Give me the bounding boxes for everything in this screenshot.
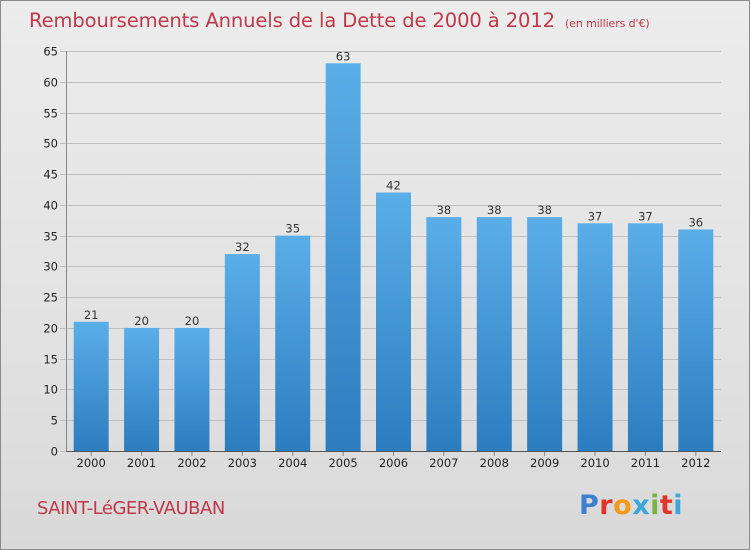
x-tick-label-2009: 2009: [530, 456, 559, 470]
bar-2004: [275, 235, 311, 451]
data-label-2004: 35: [285, 222, 300, 236]
data-label-2012: 36: [688, 215, 703, 229]
logo-letter: i: [673, 490, 684, 521]
chart-subtitle: (en milliers d'€): [564, 17, 650, 30]
data-label-2000: 21: [84, 308, 99, 322]
x-tick-label-2005: 2005: [328, 456, 357, 470]
bar-2010: [577, 223, 613, 451]
y-tick-label: 60: [43, 76, 58, 90]
proxiti-logo: Proxiti: [579, 490, 683, 521]
data-label-2009: 38: [537, 203, 552, 217]
x-tick-label-2004: 2004: [278, 456, 307, 470]
x-tick-label-2011: 2011: [631, 456, 660, 470]
logo-letter: x: [632, 490, 651, 521]
x-tick-label-2002: 2002: [177, 456, 206, 470]
x-tick-label-2006: 2006: [379, 456, 408, 470]
bar-2003: [224, 254, 260, 451]
y-tick-label: 35: [43, 230, 58, 244]
bar-2007: [426, 217, 462, 451]
data-label-2010: 37: [588, 209, 603, 223]
x-tick-label-2003: 2003: [228, 456, 257, 470]
bar-chart: 0 5 10 15 20 25 30 35 40 45 50 55 60 65 21 2000 20 2001 20…: [43, 45, 721, 470]
x-tick-label-2007: 2007: [429, 456, 458, 470]
logo-letter: i: [650, 490, 660, 521]
x-tick-label-2010: 2010: [580, 456, 609, 470]
data-label-2001: 20: [134, 314, 149, 328]
bar-2001: [124, 327, 160, 451]
x-tick-label-2008: 2008: [480, 456, 509, 470]
bar-2011: [627, 223, 663, 451]
y-tick-label: 55: [43, 107, 58, 121]
bar-2006: [376, 192, 411, 452]
bar-2000: [73, 321, 109, 451]
data-label-2008: 38: [487, 203, 502, 217]
y-tick-label: 30: [43, 260, 58, 274]
data-label-2006: 42: [386, 179, 401, 193]
logo-letter: t: [659, 490, 674, 521]
bar-2009: [527, 217, 563, 451]
y-tick-label: 15: [43, 353, 58, 367]
bar-2012: [678, 229, 714, 451]
y-tick-label: 50: [43, 137, 58, 151]
bar-2005: [325, 63, 361, 452]
y-tick-label: 5: [51, 414, 58, 428]
x-tick-label-2012: 2012: [681, 456, 710, 470]
logo-letter: P: [579, 490, 600, 521]
title-text: Remboursements Annuels de la Dette de 20…: [29, 9, 555, 32]
data-label-2003: 32: [235, 240, 250, 254]
bar-2002: [174, 327, 210, 451]
y-tick-label: 10: [43, 383, 58, 397]
data-label-2005: 63: [336, 49, 351, 63]
y-tick-label: 45: [43, 168, 58, 182]
y-tick-label: 20: [43, 322, 58, 336]
logo-letter: r: [599, 490, 614, 521]
data-label-2011: 37: [638, 209, 653, 223]
y-tick-label: 40: [43, 199, 58, 213]
logo-letter: o: [613, 490, 633, 521]
y-tick-label: 25: [43, 291, 58, 305]
data-label-2007: 38: [437, 203, 452, 217]
data-label-2002: 20: [185, 314, 200, 328]
y-tick-label: 0: [51, 445, 58, 459]
y-tick-label: 65: [43, 45, 58, 59]
chart-title: Remboursements Annuels de la Dette de 20…: [29, 9, 650, 32]
x-tick-label-2001: 2001: [127, 456, 156, 470]
x-tick-label-2000: 2000: [77, 456, 106, 470]
commune-name: SAINT-LéGER-VAUBAN: [37, 498, 225, 519]
bar-2008: [476, 217, 512, 451]
